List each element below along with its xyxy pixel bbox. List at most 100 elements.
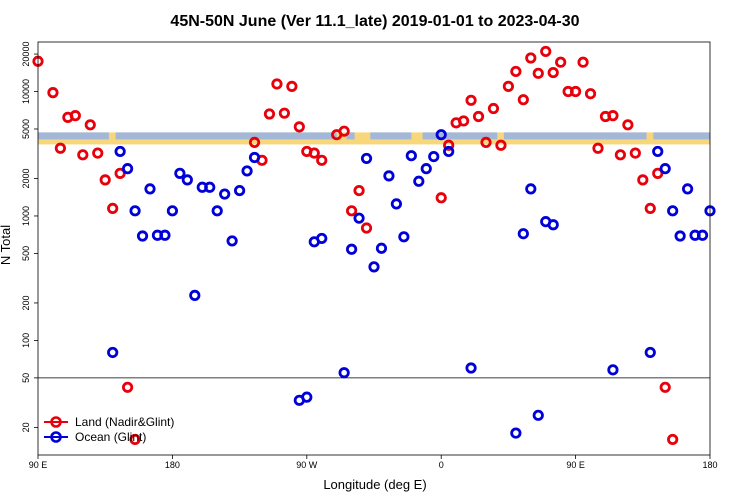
y-tick-label: 200 — [21, 295, 31, 310]
land-point — [532, 67, 544, 79]
ocean-point — [226, 235, 238, 247]
land-point — [353, 184, 365, 197]
ocean-point — [181, 174, 193, 186]
legend-label-ocean: Ocean (Glint) — [75, 430, 146, 444]
data-points — [32, 45, 716, 446]
land-point — [114, 167, 126, 179]
ocean-point — [248, 151, 261, 164]
land-point — [607, 110, 619, 122]
coverage-band — [38, 132, 710, 145]
y-axis-label: N Total — [0, 225, 13, 265]
land-point — [472, 110, 485, 123]
x-tick-label: 0 — [439, 460, 444, 470]
land-point — [435, 192, 447, 204]
ocean-point — [652, 145, 664, 158]
y-tick-label: 20 — [21, 422, 31, 432]
plot-frame — [37, 41, 711, 456]
land-point — [345, 205, 358, 217]
land-point — [286, 80, 298, 92]
ocean-point — [390, 198, 402, 210]
y-tick-label: 1000 — [21, 206, 31, 226]
ocean-point — [122, 163, 134, 175]
y-tick-label: 100 — [21, 333, 31, 348]
ocean-point — [532, 409, 544, 421]
y-tick-label: 50 — [21, 373, 31, 383]
ocean-point — [435, 129, 447, 141]
land-point — [92, 147, 104, 159]
ocean-point — [360, 152, 373, 165]
ocean-point — [607, 364, 619, 376]
land-point — [338, 125, 350, 137]
ocean-point — [413, 175, 425, 187]
land-point — [293, 121, 305, 133]
ocean-point — [234, 184, 246, 197]
ocean-point — [659, 163, 671, 175]
y-tick-label: 500 — [21, 246, 31, 261]
band-segment-4 — [422, 132, 498, 140]
x-tick-label: 180 — [165, 460, 180, 470]
ocean-point — [219, 188, 231, 200]
ocean-point — [301, 391, 313, 403]
x-tick-label: 180 — [702, 460, 717, 470]
legend: Land (Nadir&Glint) Ocean (Glint) — [44, 415, 174, 444]
land-point — [107, 202, 119, 215]
y-tick-label: 2000 — [21, 168, 31, 188]
land-point — [644, 202, 656, 215]
ocean-point — [368, 261, 380, 273]
land-point — [517, 94, 529, 106]
land-point — [443, 139, 455, 151]
land-point — [637, 174, 649, 186]
land-point — [540, 45, 552, 58]
y-tick-label: 5000 — [21, 119, 31, 139]
ocean-point — [405, 150, 417, 162]
land-point — [465, 94, 477, 106]
land-point — [248, 136, 261, 149]
y-axis-ticks: 20 50 100 200 500 1000 2000 5000 10000 20000 — [21, 42, 38, 432]
land-point — [69, 110, 81, 122]
ocean-point — [383, 170, 395, 182]
land-point — [510, 65, 522, 78]
x-tick-label: 90 E — [566, 460, 585, 470]
ocean-point — [674, 230, 686, 242]
land-point — [122, 381, 134, 393]
ocean-point — [338, 367, 350, 379]
land-point — [495, 139, 507, 151]
land-point — [667, 433, 679, 446]
land-point — [577, 56, 589, 68]
ocean-point — [189, 289, 201, 301]
band-segment-5 — [503, 132, 647, 140]
land-point — [54, 142, 67, 154]
y-tick-label: 10000 — [21, 79, 31, 104]
legend-label-land: Land (Nadir&Glint) — [75, 415, 174, 429]
y-tick-label: 20000 — [21, 42, 31, 67]
land-point — [457, 115, 470, 127]
ocean-point — [428, 150, 440, 163]
ocean-point — [144, 183, 156, 195]
land-point — [487, 102, 500, 115]
ocean-point — [353, 212, 365, 224]
land-point — [592, 142, 604, 154]
ocean-point — [107, 346, 119, 359]
land-point — [316, 154, 328, 166]
ocean-point — [211, 205, 223, 217]
ocean-point — [465, 362, 477, 374]
ocean-point — [316, 232, 328, 245]
ocean-point — [114, 145, 126, 158]
band-segment-2 — [346, 132, 355, 140]
land-point — [360, 222, 373, 234]
band-segment-3 — [370, 132, 412, 140]
land-point — [525, 52, 537, 64]
ocean-point — [166, 205, 178, 217]
land-point — [629, 147, 641, 159]
land-point — [99, 174, 111, 186]
ocean-point — [204, 181, 216, 193]
ocean-point — [375, 242, 388, 254]
ocean-point — [510, 427, 522, 439]
ocean-point — [443, 145, 455, 158]
ocean-point — [159, 229, 171, 241]
land-point — [584, 88, 597, 100]
ocean-point — [525, 183, 537, 195]
land-point — [129, 433, 141, 446]
band-segment-6 — [653, 132, 710, 140]
band-segment-0 — [38, 132, 109, 140]
